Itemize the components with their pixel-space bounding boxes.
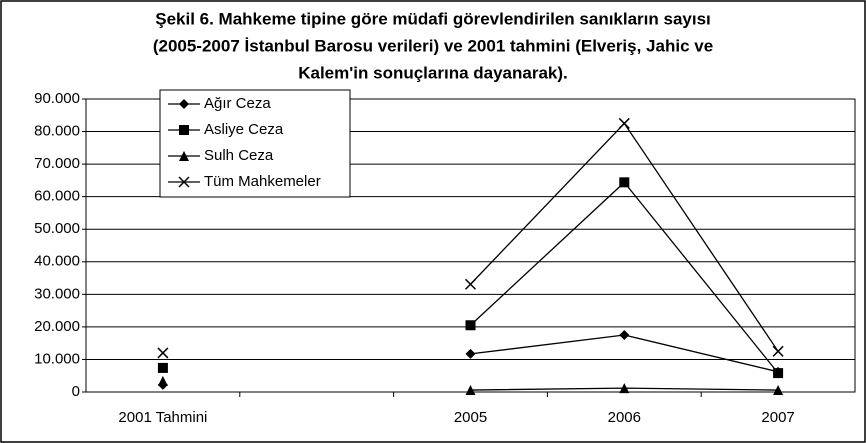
x-tick-label: 2005 [454,409,487,426]
y-tick-label: 10.000 [34,350,80,367]
marker [464,278,477,290]
legend-label: Asliye Ceza [204,121,284,138]
legend-label: Ağır Ceza [204,95,271,112]
x-tick-label: 2007 [761,409,794,426]
y-tick-label: 50.000 [34,220,80,237]
marker [619,177,630,188]
legend-label: Tüm Mahkemeler [204,173,321,190]
marker [157,362,168,373]
marker [619,330,630,341]
marker [157,375,168,386]
marker [179,151,189,161]
chart-title: (2005-2007 İstanbul Barosu verileri) ve … [153,36,713,55]
chart-title: Şekil 6. Mahkeme tipine göre müdafi göre… [155,9,711,28]
y-tick-label: 30.000 [34,285,80,302]
marker [618,117,630,129]
y-tick-label: 20.000 [34,318,80,335]
marker [179,99,189,109]
legend-label: Sulh Ceza [204,147,274,164]
y-tick-label: 80.000 [34,123,80,140]
y-tick-label: 40.000 [34,253,80,270]
y-tick-label: 0 [72,383,80,400]
marker [179,125,189,135]
x-tick-label: 2006 [608,409,641,426]
chart-title: Kalem'in sonuçlarına dayanarak). [298,63,568,82]
y-tick-label: 90.000 [34,90,80,107]
x-tick-label: 2001 Tahmini [118,409,207,426]
marker [465,385,476,396]
marker [772,345,784,357]
y-tick-label: 60.000 [34,188,80,205]
legend [159,89,351,198]
marker [465,348,476,359]
marker [773,368,784,379]
y-tick-label: 70.000 [34,155,80,172]
marker [178,176,190,188]
marker [619,383,630,394]
marker [773,385,784,396]
marker [157,347,169,359]
marker [465,320,476,331]
